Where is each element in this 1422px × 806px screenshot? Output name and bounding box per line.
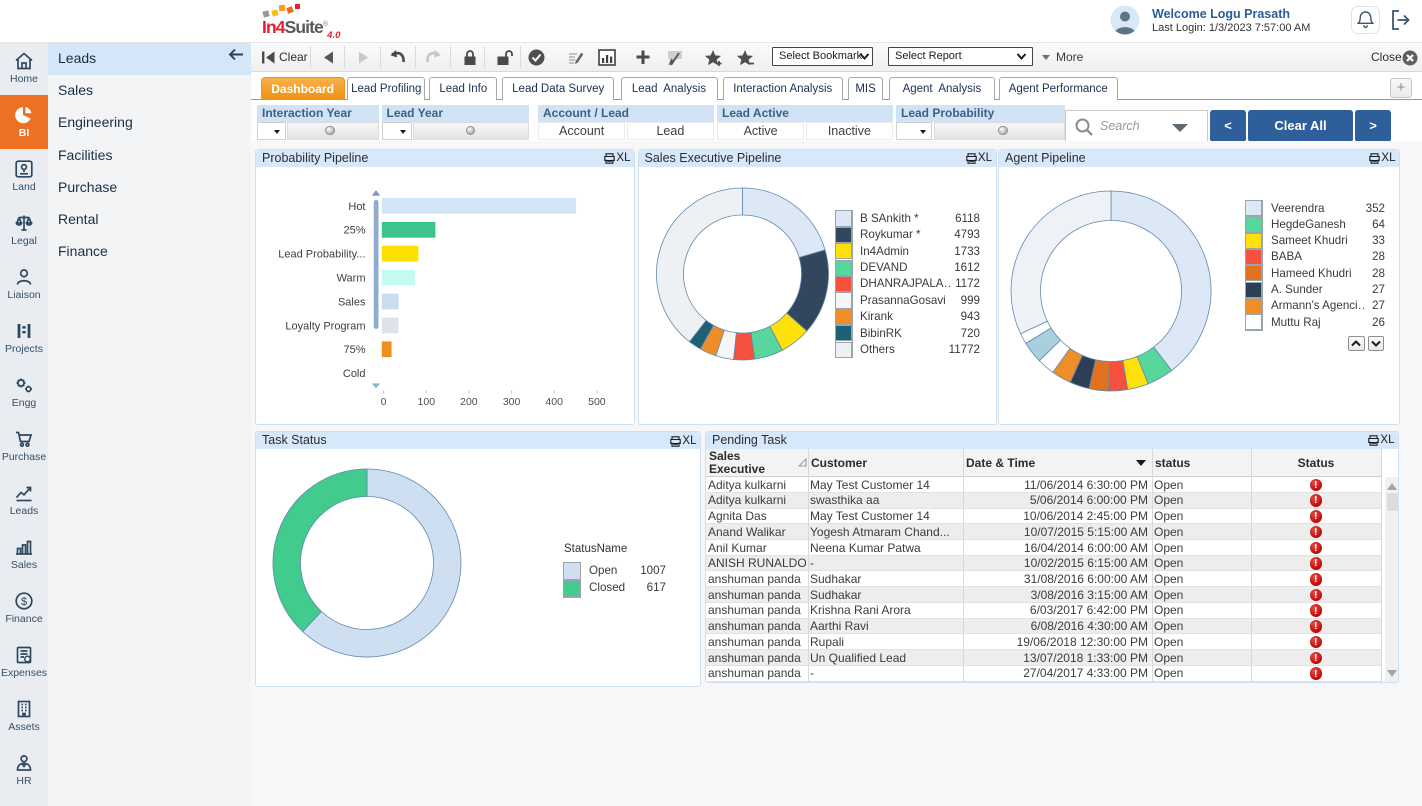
svg-text:Sales: Sales bbox=[338, 296, 366, 308]
svg-text:500: 500 bbox=[588, 396, 606, 408]
svg-text:200: 200 bbox=[460, 396, 478, 408]
svg-text:Warm: Warm bbox=[337, 272, 366, 284]
svg-text:Cold: Cold bbox=[343, 368, 366, 380]
svg-text:$: $ bbox=[21, 596, 27, 608]
svg-text:0: 0 bbox=[381, 396, 387, 408]
svg-text:Hot: Hot bbox=[348, 200, 365, 212]
svg-text:25%: 25% bbox=[343, 224, 365, 236]
svg-text:100: 100 bbox=[418, 396, 436, 408]
svg-text:300: 300 bbox=[503, 396, 521, 408]
svg-text:400: 400 bbox=[545, 396, 563, 408]
svg-text:Lead Probability...: Lead Probability... bbox=[278, 248, 365, 260]
svg-text:Loyalty Program: Loyalty Program bbox=[285, 320, 365, 332]
svg-text:75%: 75% bbox=[343, 344, 365, 356]
